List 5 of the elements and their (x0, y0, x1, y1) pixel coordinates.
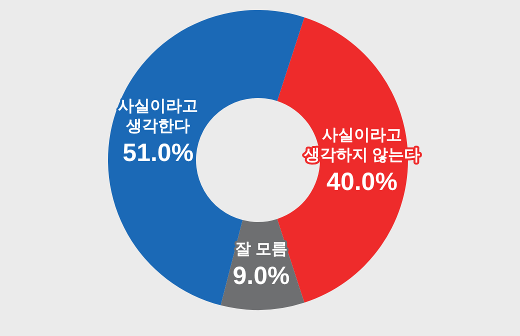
slice-label: 잘 모름 (235, 240, 288, 258)
slice-label: 사실이라고 생각한다 (118, 98, 198, 135)
data-label: 40.0% (326, 168, 398, 196)
data-label: 51.0% (122, 138, 194, 167)
data-label: 9.0% (232, 262, 290, 290)
